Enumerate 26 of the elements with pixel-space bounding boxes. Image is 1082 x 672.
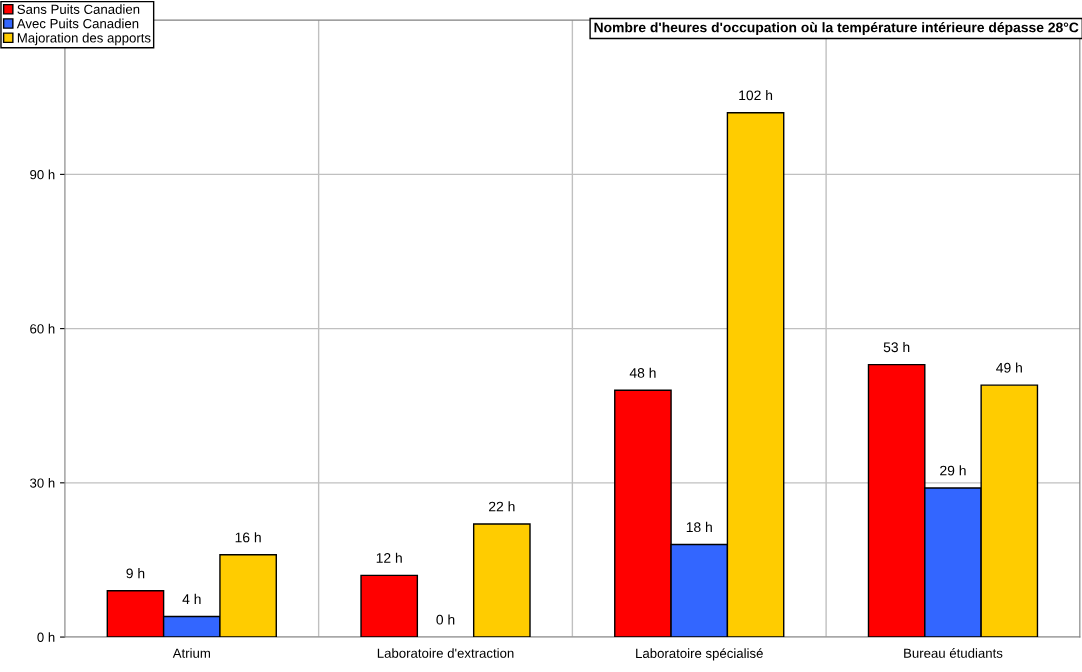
bar (472, 523, 531, 638)
legend-label: Sans Puits Canadien (17, 4, 140, 14)
chart-title: Nombre d'heures d'occupation où la température intérieure dépasse 28°C (594, 22, 1079, 36)
data-label: 0 h (436, 614, 455, 625)
legend-label: Majoration des apports (17, 32, 151, 46)
y-tick-label: 90 h (30, 169, 55, 180)
data-label: 102 h (739, 90, 773, 101)
data-label: 4 h (182, 593, 201, 604)
legend-label: Avec Puits Canadien (16, 18, 139, 29)
x-tick-label: Bureau étudiants (904, 648, 1003, 658)
data-label: 12 h (376, 552, 402, 563)
data-label: 18 h (686, 521, 712, 533)
x-tick-label: Laboratoire spécialisé (636, 648, 763, 661)
y-tick-label: 30 h (30, 478, 55, 488)
bar (360, 574, 419, 638)
y-tick-label: 60 h (30, 323, 55, 334)
y-tick-label: 0 h (37, 632, 55, 642)
data-label: 9 h (126, 568, 145, 579)
data-label: 16 h (235, 532, 261, 543)
data-label: 48 h (629, 367, 656, 378)
x-tick-label: Laboratoire d'extraction (377, 648, 514, 658)
data-label: 29 h (940, 465, 966, 476)
data-label: 49 h (996, 362, 1022, 373)
data-label: 53 h (883, 341, 910, 353)
x-tick-label: Atrium (172, 648, 210, 658)
data-label: 22 h (489, 501, 515, 512)
